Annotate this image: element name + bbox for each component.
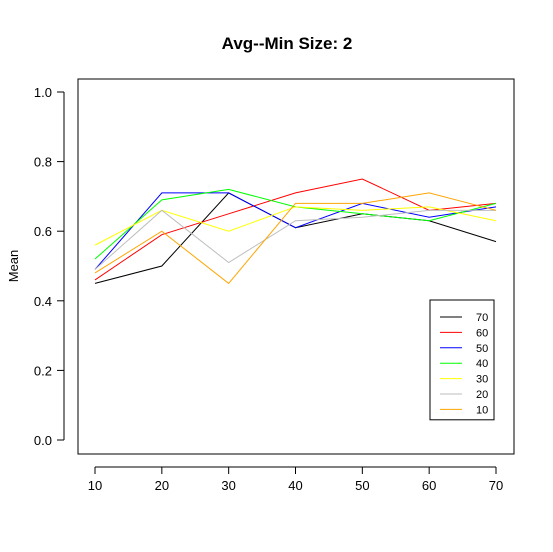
legend-entry-label: 60 xyxy=(476,327,488,339)
axes: 10 20 30 40 50 60 70 0.0 0.2 0.4 0.6 0.8 1.0 xyxy=(34,85,503,493)
legend-entry-label: 20 xyxy=(476,389,488,401)
legend-entry-label: 70 xyxy=(476,312,488,324)
legend: 70 60 50 40 30 20 10 xyxy=(429,299,495,421)
series-line-60 xyxy=(94,178,497,281)
x-tick-label: 60 xyxy=(422,478,436,493)
plot-area-frame xyxy=(77,78,515,455)
series-layer xyxy=(94,178,497,285)
series-line-50 xyxy=(94,192,497,270)
x-tick-label: 20 xyxy=(155,478,169,493)
chart-title: Avg--Min Size: 2 xyxy=(222,34,353,53)
y-axis-label: Mean xyxy=(6,250,21,283)
x-tick-label: 30 xyxy=(221,478,235,493)
x-tick-label: 70 xyxy=(489,478,503,493)
legend-entry-label: 40 xyxy=(476,358,488,370)
x-tick-label: 40 xyxy=(288,478,302,493)
legend-box xyxy=(429,299,495,421)
legend-entry-label: 30 xyxy=(476,374,488,386)
series-line-10 xyxy=(94,192,497,285)
y-tick-label: 0.0 xyxy=(34,433,52,448)
x-tick-label: 10 xyxy=(88,478,102,493)
y-tick-label: 1.0 xyxy=(34,85,52,100)
y-tick-label: 0.2 xyxy=(34,363,52,378)
legend-entry-label: 50 xyxy=(476,343,488,355)
y-tick-label: 0.8 xyxy=(34,155,52,170)
y-tick-label: 0.4 xyxy=(34,294,52,309)
series-line-20 xyxy=(94,209,496,270)
legend-entry-label: 10 xyxy=(476,404,488,416)
y-tick-label: 0.6 xyxy=(34,224,52,239)
x-tick-label: 50 xyxy=(355,478,369,493)
